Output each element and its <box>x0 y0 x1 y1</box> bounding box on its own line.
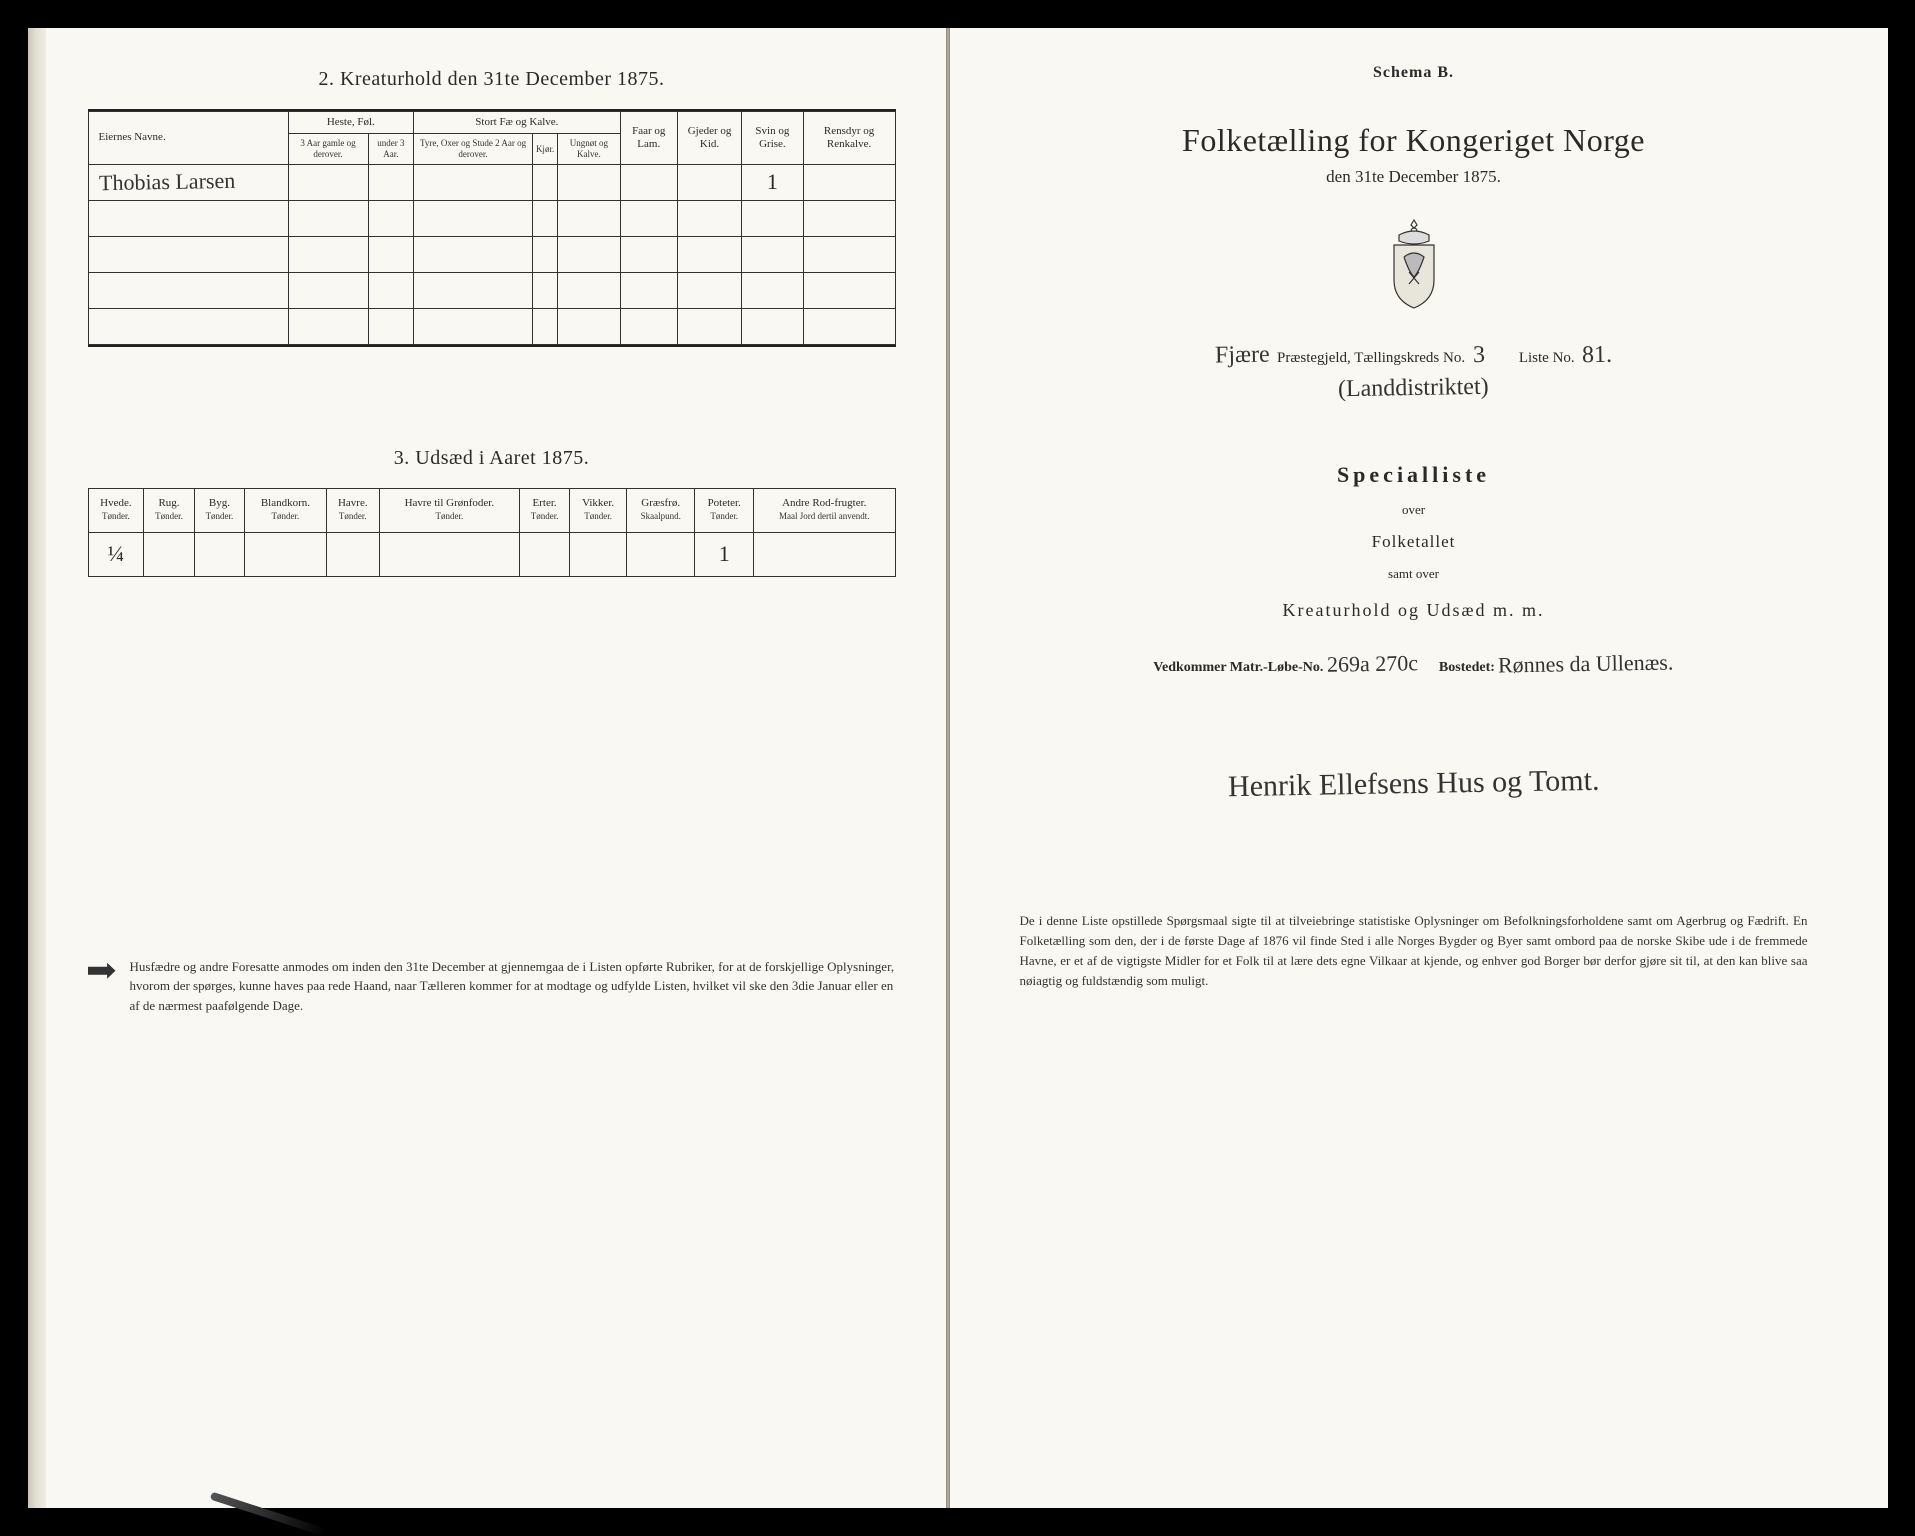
col-faar: Faar og Lam. <box>620 112 677 165</box>
left-page: 2. Kreaturhold den 31te December 1875. E… <box>28 28 946 1508</box>
col-heste-b: under 3 Aar. <box>368 134 414 165</box>
col-hvede: Hvede.Tønder. <box>88 488 144 532</box>
col-vikker: Vikker.Tønder. <box>570 488 627 532</box>
col-gjed: Gjeder og Kid. <box>677 112 741 165</box>
page-title: Folketælling for Kongeriget Norge <box>1010 122 1818 159</box>
kreaturhold-label: Kreaturhold og Udsæd m. m. <box>1010 600 1818 621</box>
bosted-value: Rønnes da Ullenæs. <box>1498 649 1674 678</box>
liste-no: 81. <box>1582 342 1612 370</box>
col-fae-c: Ungnøt og Kalve. <box>558 134 620 165</box>
right-page: Schema B. Folketælling for Kongeriget No… <box>950 28 1888 1508</box>
signature-line: Henrik Ellefsens Hus og Tomt. <box>1010 767 1818 801</box>
col-owner: Eiernes Navne. <box>88 112 288 165</box>
table-row: ¼ 1 <box>88 532 895 576</box>
col-rug: Rug.Tønder. <box>144 488 194 532</box>
table-row <box>88 200 895 236</box>
owner-value: Thobias Larsen <box>98 168 235 196</box>
page-stack-edge <box>28 28 46 1508</box>
paren-line: (Landdistriktet) <box>1010 375 1818 402</box>
col-byg: Byg.Tønder. <box>194 488 244 532</box>
specialliste-heading: Specialliste <box>1010 462 1818 488</box>
table-row <box>88 272 895 308</box>
matr-line: Vedkommer Matr.-Løbe-No. 269a 270c Boste… <box>1010 651 1818 677</box>
pen-object <box>209 1492 326 1536</box>
page-subtitle: den 31te December 1875. <box>1010 167 1818 187</box>
folketallet-label: Folketallet <box>1010 532 1818 552</box>
coat-of-arms-icon <box>1379 217 1449 312</box>
col-erter: Erter.Tønder. <box>519 488 569 532</box>
group-heste: Heste, Føl. <box>288 112 414 134</box>
footnote-text: Husfædre og andre Foresatte anmodes om i… <box>130 957 896 1016</box>
table-kreaturhold: Eiernes Navne. Heste, Føl. Stort Fæ og K… <box>88 109 896 347</box>
footnote-block: Husfædre og andre Foresatte anmodes om i… <box>88 957 896 1016</box>
section2-title: 2. Kreaturhold den 31te December 1875. <box>88 68 896 91</box>
matr-no: 269a 270c <box>1327 650 1418 678</box>
pointing-hand-icon <box>88 961 116 981</box>
section3-title: 3. Udsæd i Aaret 1875. <box>88 447 896 470</box>
table-row <box>88 236 895 272</box>
section3: 3. Udsæd i Aaret 1875. Hvede.Tønder. Rug… <box>88 447 896 577</box>
potet-value: 1 <box>719 541 730 566</box>
col-svin: Svin og Grise. <box>742 112 804 165</box>
praeste-name: Fjære <box>1214 342 1269 370</box>
table-udsaed: Hvede.Tønder. Rug.Tønder. Byg.Tønder. Bl… <box>88 488 896 577</box>
hvede-value: ¼ <box>108 541 125 566</box>
book-spread: 2. Kreaturhold den 31te December 1875. E… <box>28 28 1888 1508</box>
over-label: over <box>1010 502 1818 518</box>
col-havre: Havre.Tønder. <box>326 488 379 532</box>
col-rens: Rensdyr og Renkalve. <box>803 112 895 165</box>
col-fae-a: Tyre, Oxer og Stude 2 Aar og derover. <box>414 134 533 165</box>
praestegjeld-line: Fjære Præstegjeld, Tællingskreds No. 3 L… <box>1010 342 1818 369</box>
kreds-no: 3 <box>1473 342 1485 369</box>
col-potet: Poteter.Tønder. <box>695 488 753 532</box>
col-havre2: Havre til Grønfoder.Tønder. <box>379 488 519 532</box>
body-paragraph: De i denne Liste opstillede Spørgsmaal s… <box>1010 911 1818 992</box>
schema-label: Schema B. <box>1010 64 1818 82</box>
col-bland: Blandkorn.Tønder. <box>245 488 327 532</box>
col-graes: Græsfrø.Skaalpund. <box>626 488 695 532</box>
col-andre: Andre Rod-frugter.Maal Jord dertil anven… <box>753 488 895 532</box>
table-row <box>88 308 895 344</box>
col-heste-a: 3 Aar gamle og derover. <box>288 134 368 165</box>
table-row: Thobias Larsen 1 <box>88 164 895 200</box>
samt-label: samt over <box>1010 566 1818 582</box>
group-fae: Stort Fæ og Kalve. <box>414 112 620 134</box>
svin-value: 1 <box>767 169 778 194</box>
col-fae-b: Kjør. <box>532 134 557 165</box>
